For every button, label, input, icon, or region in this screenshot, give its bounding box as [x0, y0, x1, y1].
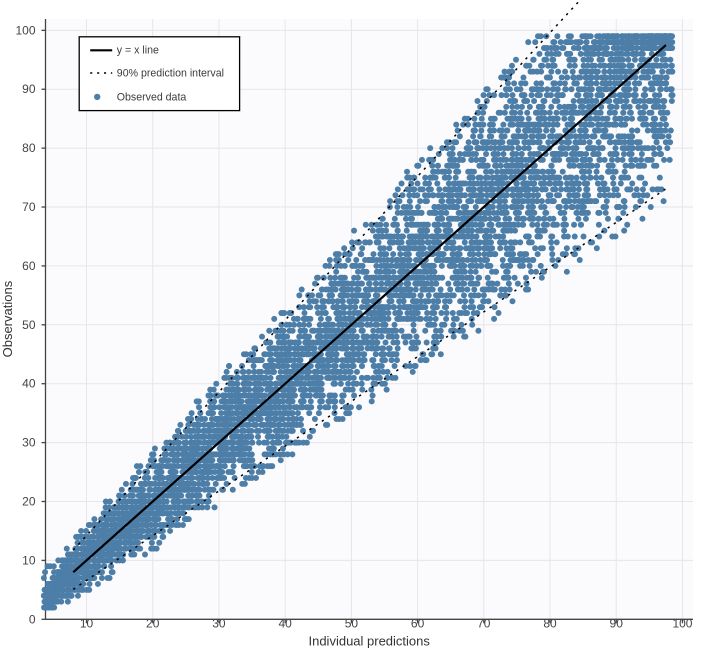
svg-text:90: 90	[22, 82, 36, 96]
svg-text:50: 50	[22, 318, 36, 332]
svg-text:60: 60	[22, 259, 36, 273]
svg-text:0: 0	[29, 612, 36, 626]
svg-text:30: 30	[212, 617, 226, 631]
svg-text:Observations: Observations	[0, 280, 15, 357]
svg-text:70: 70	[477, 617, 491, 631]
svg-text:40: 40	[278, 617, 292, 631]
svg-text:10: 10	[80, 617, 94, 631]
svg-text:Individual predictions: Individual predictions	[308, 633, 430, 648]
svg-text:60: 60	[411, 617, 425, 631]
svg-text:50: 50	[345, 617, 359, 631]
svg-text:10: 10	[22, 553, 36, 567]
svg-text:80: 80	[22, 141, 36, 155]
svg-text:90: 90	[610, 617, 624, 631]
svg-text:20: 20	[22, 495, 36, 509]
svg-text:80: 80	[543, 617, 557, 631]
svg-text:20: 20	[146, 617, 160, 631]
svg-text:100: 100	[15, 23, 35, 37]
svg-text:70: 70	[22, 200, 36, 214]
svg-text:30: 30	[22, 436, 36, 450]
svg-text:40: 40	[22, 377, 36, 391]
svg-text:100: 100	[672, 617, 692, 631]
